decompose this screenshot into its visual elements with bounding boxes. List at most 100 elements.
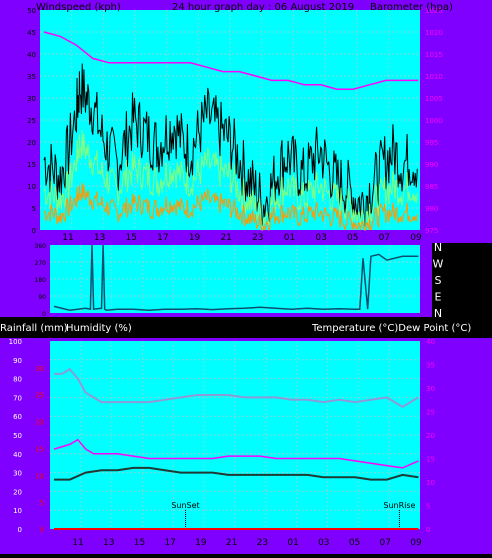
baro-y-tick: 1020 [425,29,443,37]
temp-x-tick: 05 [349,538,360,548]
humidity-y-tick: 10 [13,507,22,515]
direction-series-line [53,244,419,311]
temp-y-tick: 30 [426,385,435,393]
wind-x-tick: 17 [157,233,168,243]
wind-y-tick: 5 [32,205,36,213]
windspeed-title: Windspeed (kph) [36,2,121,13]
temp-x-tick: 01 [287,538,298,548]
wind-x-tick: 21 [220,233,231,243]
rainfall-y-tick: 0 [40,526,44,534]
temp-x-tick: 19 [195,538,207,548]
temp-y-tick: 5 [426,503,430,511]
wind-y-tick: 25 [27,117,36,125]
baro-y-tick: 1025 [425,7,443,15]
baro-y-tick: 985 [425,183,438,191]
sun-marker-label: SunRise [383,501,415,510]
barometer-series-line [43,31,419,90]
wind-series-line [43,130,418,231]
humidity-y-tick: 80 [13,376,22,384]
tick-layer: 0510152025303540455097598098599099510001… [9,7,444,548]
temp-y-tick: 10 [426,479,435,487]
temp-x-tick: 07 [380,538,391,548]
compass-label: S [435,274,442,287]
baro-y-tick: 1005 [425,95,443,103]
temp-y-tick: 40 [426,338,435,346]
humidity-y-tick: 90 [13,357,22,365]
wind-x-tick: 01 [284,233,295,243]
dir-y-tick: 180 [35,277,47,284]
wind-y-tick: 0 [32,227,36,235]
rainfall-label: Rainfall (mm) [0,323,68,334]
temp-y-tick: 15 [426,456,435,464]
wind-x-tick: 13 [94,233,105,243]
baro-y-tick: 1000 [425,117,443,125]
humidity-y-tick: 0 [18,526,22,534]
dir-y-tick: 0 [42,311,46,318]
humidity-y-tick: 50 [13,432,22,440]
humidity-series-line [53,438,419,469]
series-layer [43,31,419,530]
baro-y-tick: 975 [425,227,438,235]
wind-y-tick: 45 [27,29,36,37]
temp-x-tick: 13 [103,538,114,548]
wind-x-tick: 03 [315,233,326,243]
barometer-title: Barometer (hpa) [370,2,453,13]
compass-label: E [435,291,442,304]
humidity-y-tick: 60 [13,413,22,421]
wind-y-tick: 35 [27,73,36,81]
humidity-y-tick: 100 [9,338,22,346]
temp-y-tick: 20 [426,432,435,440]
compass-label: N [434,241,442,254]
dewpoint-series-line [54,466,419,481]
temperature-dewpoint-label: Temperature (°C)Dew Point (°C) [311,323,471,334]
rainfall-y-tick: 25 [35,392,44,400]
temp-x-tick: 11 [72,538,83,548]
compass-label: W [433,258,444,271]
temp-x-tick: 03 [318,538,329,548]
humidity-y-tick: 40 [13,451,22,459]
dir-y-tick: 360 [35,243,47,250]
rainfall-y-tick: 30 [35,365,44,373]
wind-x-tick: 15 [126,233,137,243]
baro-y-tick: 995 [425,139,438,147]
wind-low-series-line [43,182,418,232]
rainfall-y-tick: 5 [40,499,44,507]
baro-y-tick: 1010 [425,73,443,81]
humidity-label: Humidity (%) [66,323,132,334]
wind-x-tick: 19 [189,233,201,243]
compass-label: N [434,307,442,320]
graph-date-title: 24 hour graph day : 06 August 2019 [172,2,354,13]
wind-y-tick: 15 [27,161,36,169]
wind-y-tick: 40 [27,51,36,59]
baro-y-tick: 990 [425,161,438,169]
baro-y-tick: 980 [425,205,438,213]
wind-x-tick: 09 [410,233,422,243]
temp-y-tick: 25 [426,409,435,417]
humidity-y-tick: 30 [13,470,22,478]
baro-y-tick: 1015 [425,51,443,59]
temperature-series-line [54,367,419,408]
wind-x-tick: 11 [62,233,73,243]
temp-x-tick: 23 [257,538,268,548]
temp-x-tick: 09 [410,538,422,548]
rainfall-y-tick: 20 [35,419,44,427]
temp-x-tick: 21 [226,538,237,548]
wind-y-tick: 30 [27,95,36,103]
temp-x-tick: 17 [164,538,175,548]
dir-y-tick: 270 [35,260,47,267]
sun-marker-label: SunSet [171,501,199,510]
wind-y-tick: 50 [27,7,36,15]
wind-y-tick: 10 [27,183,36,191]
humidity-y-tick: 20 [13,488,22,496]
gust-series-line [43,63,418,228]
rainfall-y-tick: 10 [35,472,44,480]
temp-y-tick: 0 [426,526,430,534]
wind-x-tick: 05 [347,233,358,243]
humidity-y-tick: 70 [13,394,22,402]
wind-x-tick: 23 [252,233,263,243]
wind-x-tick: 07 [379,233,390,243]
wind-y-tick: 20 [27,139,36,147]
temp-y-tick: 35 [426,362,435,370]
